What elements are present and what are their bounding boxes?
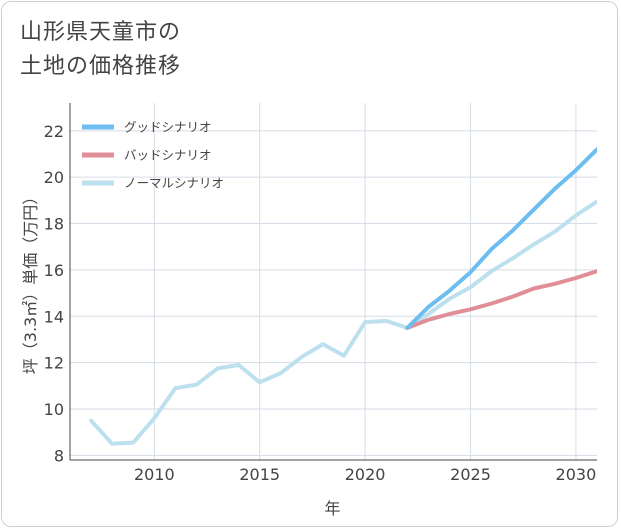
legend-entry-normal-label[interactable]: ノーマルシナリオ	[124, 176, 224, 191]
y-tick-label: 12	[44, 354, 64, 373]
series-line-bad	[405, 269, 597, 330]
series-line-good	[405, 147, 597, 330]
x-tick-label: 2010	[134, 465, 175, 484]
y-tick-label: 10	[44, 400, 64, 419]
y-tick-label: 8	[54, 446, 64, 465]
x-tick-label: 2015	[239, 465, 280, 484]
y-axis-title: 坪（3.3㎡）単価（万円）	[21, 189, 40, 374]
legend-entry-good-label[interactable]: グッドシナリオ	[124, 120, 212, 135]
page-title: 山形県天童市の 土地の価格推移	[20, 16, 181, 84]
x-tick-label: 2025	[450, 465, 491, 484]
y-tick-label: 14	[44, 307, 64, 326]
legend-entry-bad-label[interactable]: バッドシナリオ	[124, 148, 212, 163]
x-axis-title: 年	[324, 499, 340, 518]
y-tick-label: 18	[44, 215, 64, 234]
y-tick-label: 22	[44, 122, 64, 141]
x-tick-label: 2020	[345, 465, 386, 484]
title-line-2: 土地の価格推移	[20, 54, 182, 79]
y-tick-label: 16	[44, 261, 64, 280]
y-tick-label: 20	[44, 168, 64, 187]
plot-area	[70, 103, 597, 460]
title-line-1: 山形県天童市の	[20, 20, 182, 45]
x-tick-label: 2030	[556, 465, 597, 484]
series-line-normal	[89, 199, 597, 446]
